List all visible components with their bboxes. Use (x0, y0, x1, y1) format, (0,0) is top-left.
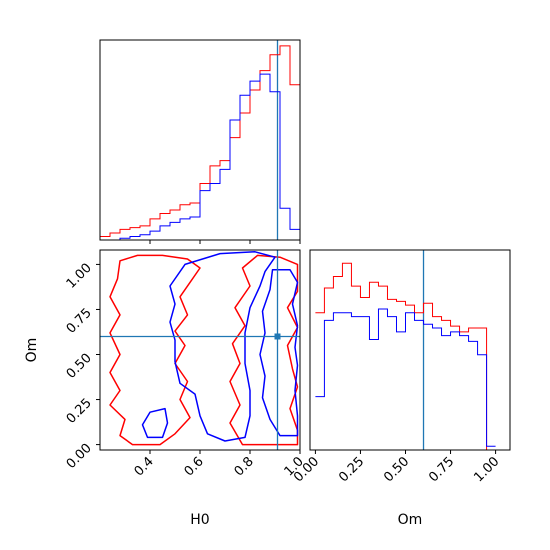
om-histogram-red (315, 262, 496, 451)
om-xtick-label: 0.25 (336, 454, 367, 485)
h0-histogram-blue (100, 73, 300, 241)
om-xtick-label: 1.00 (471, 454, 502, 485)
om-marginal-panel: 0.00 0.25 0.50 0.75 1.00 Om (291, 249, 511, 528)
om-ytick-label: 1.00 (64, 261, 95, 292)
h0-xtick-label: 0.6 (182, 454, 207, 479)
om-ytick-label: 0.75 (64, 306, 95, 337)
h0-marginal-panel (99, 39, 301, 244)
contour-blue-1 (169, 251, 276, 442)
h0-xtick-label: 0.4 (132, 454, 157, 479)
contour-blue-3 (141, 407, 169, 439)
x-axis-label-om: Om (398, 512, 423, 528)
om-ytick-label: 0.00 (64, 441, 95, 472)
om-ytick-label: 0.50 (64, 351, 95, 382)
contour-blue-2 (259, 269, 299, 437)
h0-om-contour-panel: 0.4 0.6 0.8 1.0 0.000.250.500.751.00 H0 Om (24, 249, 307, 528)
om-xtick-label: 0.75 (426, 454, 457, 485)
truth-marker (274, 333, 281, 340)
x-axis-label-h0: H0 (190, 512, 209, 528)
contour-red-1 (109, 254, 201, 446)
contour-red-2 (229, 254, 299, 446)
om-marginal-frame (309, 249, 511, 451)
om-histogram-blue (315, 308, 496, 447)
h0-xtick-label: 0.8 (232, 454, 257, 479)
om-xtick-label: 0.50 (381, 454, 412, 485)
om-ytick-label: 0.25 (64, 396, 95, 427)
y-axis-label-om: Om (24, 338, 40, 363)
